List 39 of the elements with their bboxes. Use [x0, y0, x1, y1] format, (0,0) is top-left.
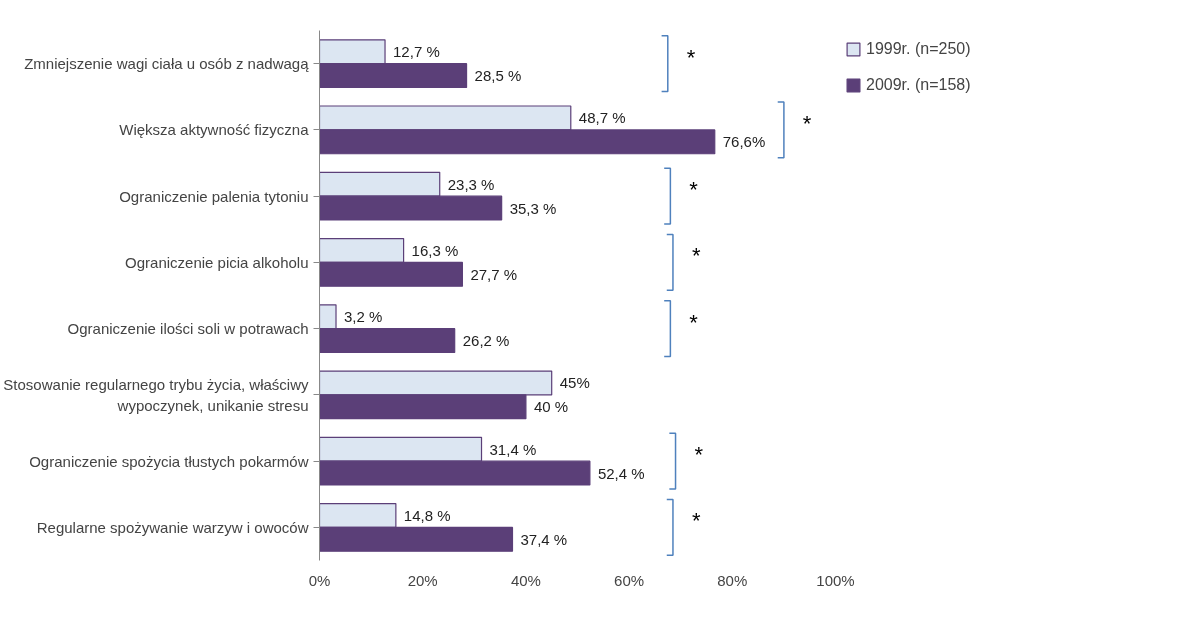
annotation: *	[689, 177, 699, 202]
data-label: 76,6%	[722, 133, 766, 151]
data-label: 27,7 %	[470, 265, 518, 283]
data-label: 52,4 %	[597, 464, 645, 482]
data-label: 14,8 %	[403, 506, 451, 524]
data-label: 31,4 %	[489, 440, 537, 458]
legend-label: 1999r. (n=250)	[866, 40, 971, 58]
y-tick-label: Stosowanie regularnego trybu życia, właściwy wypoczynek, unikanie stresu	[3, 376, 309, 414]
x-tick-label: 0%	[308, 571, 331, 589]
y-tick-label: Regularne spożywanie warzyw i owoców	[36, 518, 309, 536]
x-tick-label: 40%	[510, 571, 541, 589]
legend-label: 2009r. (n=158)	[866, 76, 971, 94]
x-tick-label: 100%	[816, 571, 855, 589]
data-label: 35,3 %	[509, 199, 557, 217]
data-label: 37,4 %	[520, 530, 568, 548]
data-label: 12,7 %	[393, 43, 440, 61]
data-label: 26,2 %	[462, 332, 510, 350]
annotation: *	[689, 309, 699, 335]
y-tick-label: Ograniczenie spożycia tłustych pokarmów	[29, 452, 309, 470]
y-tick-label: Ograniczenie picia alkoholu	[125, 253, 309, 271]
annotation: *	[691, 508, 701, 534]
x-tick-label: 20%	[407, 571, 438, 589]
annotation: *	[694, 442, 704, 467]
y-tick-label: Większa aktywność fizyczna	[119, 121, 310, 139]
data-label: 28,5 %	[474, 67, 522, 85]
data-label: 48,7 %	[578, 109, 626, 127]
data-label: 3,2 %	[344, 308, 383, 326]
data-label: 23,3 %	[447, 175, 495, 193]
x-tick-label: 60%	[614, 571, 645, 589]
y-tick-label: Zmniejszenie wagi ciała u osób z nadwagą	[24, 55, 310, 73]
annotation: *	[686, 44, 696, 70]
y-tick-label: Ograniczenie ilości soli w potrawach	[67, 320, 309, 338]
annotation: *	[802, 110, 812, 136]
x-tick-label: 80%	[717, 571, 748, 589]
data-label: 40 %	[533, 398, 569, 416]
data-label: 16,3 %	[411, 241, 459, 259]
annotation: *	[691, 243, 701, 269]
data-label: 45%	[559, 374, 590, 392]
y-tick-label: Ograniczenie palenia tytoniu	[119, 187, 309, 205]
